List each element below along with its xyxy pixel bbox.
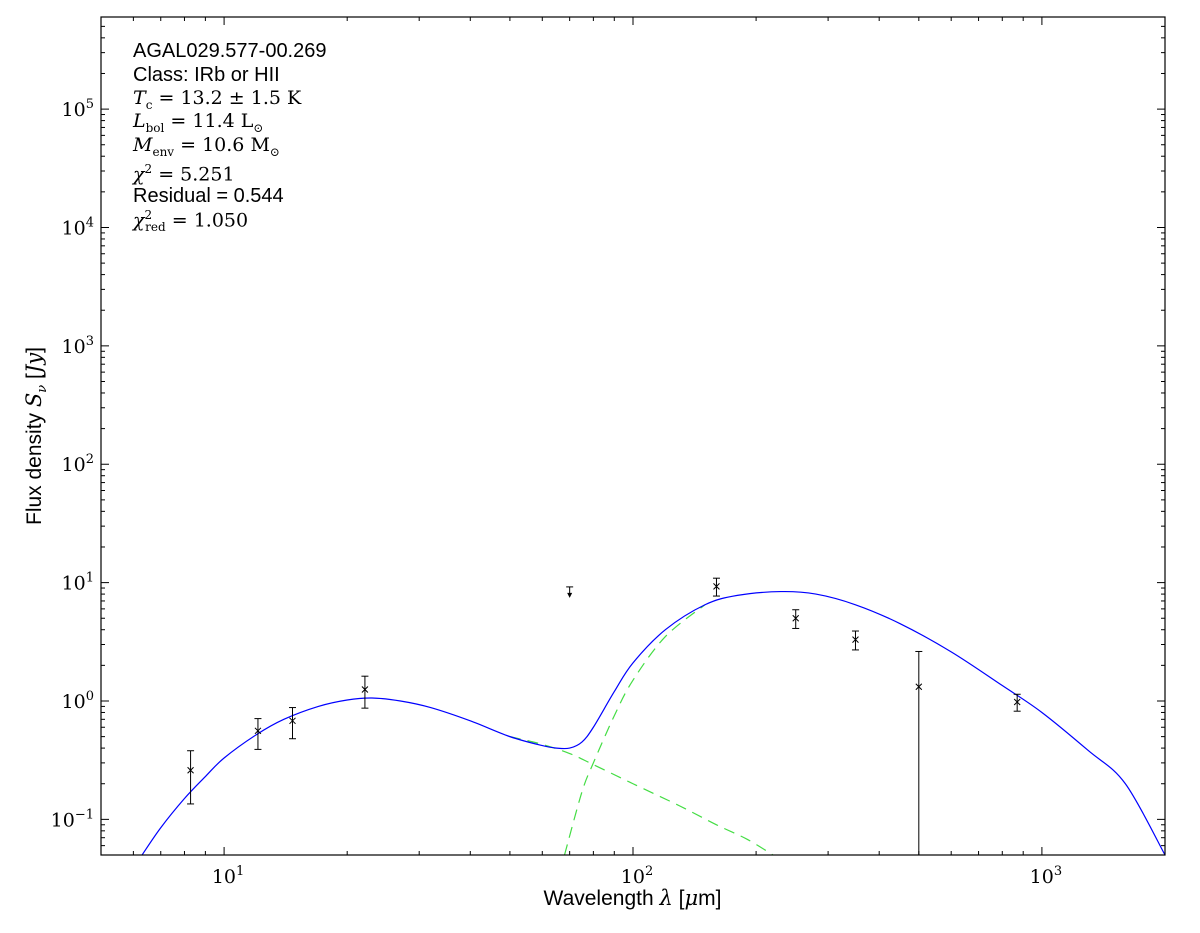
lbol-line: Lbol = 11.4 L⊙	[133, 110, 264, 135]
tc-unit: K	[287, 87, 302, 109]
data-marker	[1013, 698, 1021, 706]
data-point	[792, 609, 800, 629]
data-marker	[187, 766, 194, 774]
model-curves	[141, 590, 1165, 855]
chi2-red-value: 1.050	[193, 209, 249, 232]
data-point	[361, 675, 369, 709]
x-tick-label: 102	[621, 864, 653, 888]
chi2-line: χ2 = 5.251	[133, 162, 235, 186]
data-point	[1013, 693, 1021, 712]
data-point	[851, 630, 859, 651]
data-point	[187, 750, 195, 805]
menv-value: 10.6	[202, 134, 245, 156]
source-name: AGAL029.577-00.269	[133, 40, 327, 62]
y-tick-label: 105	[62, 97, 94, 121]
y-axis-label: Flux density Sν [Jy]	[21, 347, 51, 525]
y-tick-label: 101	[62, 571, 94, 595]
upper-limit-point	[566, 586, 574, 598]
data-point	[254, 718, 262, 750]
data-points	[187, 577, 1021, 855]
data-marker	[361, 686, 369, 693]
data-point	[915, 650, 923, 855]
upper-limit-arrow	[567, 592, 573, 598]
x-axis-label: Wavelength λ [μm]	[543, 886, 722, 910]
data-marker	[254, 727, 262, 735]
data-marker	[852, 636, 859, 643]
y-tick-label: 102	[62, 452, 94, 476]
chi2-value: 5.251	[180, 163, 235, 186]
x-tick-label: 101	[212, 864, 244, 888]
y-tick-label: 100	[62, 689, 94, 713]
y-tick-label: 103	[62, 334, 94, 358]
menv-line: Menv = 10.6 M⊙	[133, 134, 280, 159]
plot-frame	[100, 16, 1166, 856]
model-component-warm	[509, 736, 774, 855]
lbol-value: 11.4	[192, 110, 235, 132]
source-class: Class: IRb or HII	[133, 64, 280, 86]
y-tick-label: 10−1	[51, 807, 94, 831]
model-component-cold	[563, 604, 706, 855]
axis-ticks	[100, 16, 1166, 856]
data-marker	[792, 614, 800, 622]
y-tick-label: 104	[62, 215, 94, 239]
model-total-curve	[141, 590, 1165, 855]
x-tick-label: 103	[1030, 864, 1062, 888]
data-point	[289, 707, 297, 740]
data-point	[712, 577, 720, 597]
data-marker	[915, 683, 923, 691]
data-marker	[289, 717, 296, 725]
tc-value: 13.2 ± 1.5	[180, 87, 281, 109]
data-marker	[713, 582, 720, 590]
chi2-red-line: χ2red = 1.050	[133, 208, 249, 235]
tick-labels: 101 102 103 10−1 100 101 102 103 104 105	[51, 97, 1063, 888]
residual-line: Residual = 0.544	[133, 185, 284, 207]
tc-line: Tc = 13.2 ± 1.5 K	[133, 87, 302, 112]
